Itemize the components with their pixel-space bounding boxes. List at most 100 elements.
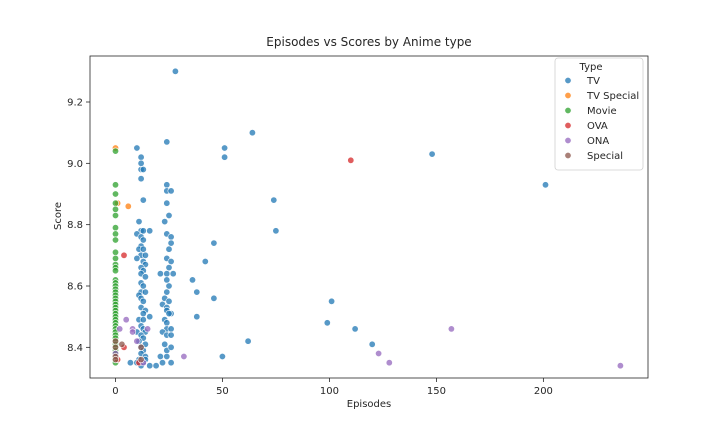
data-point [137,159,145,167]
data-point [351,325,359,333]
data-point [156,352,164,360]
data-point [385,359,393,367]
data-point [139,245,147,253]
data-point [152,362,160,370]
data-point [167,187,175,195]
legend-marker [564,137,572,145]
data-point [144,325,152,333]
data-point [139,316,147,324]
data-point [112,248,120,256]
data-point [163,199,171,207]
data-point [167,331,175,339]
data-point [163,288,171,296]
axes-frame [89,55,649,379]
data-point [167,257,175,265]
data-point [112,199,120,207]
data-point [137,356,145,364]
x-axis-label: Episodes [347,399,391,410]
series-special [112,337,145,364]
legend-label: TV Special [586,91,639,102]
data-point [112,267,120,275]
data-point [112,205,120,213]
data-point [165,264,173,272]
data-point [112,343,120,351]
y-tick-label: 8.8 [67,220,83,231]
data-point [180,352,188,360]
data-point [428,150,436,158]
data-point [139,166,147,174]
data-point [163,352,171,360]
y-tick-label: 8.6 [67,282,83,293]
data-point [139,310,147,318]
data-point [165,212,173,220]
data-point [146,227,154,235]
data-point [133,144,141,152]
data-point [616,362,624,370]
y-axis-label: Score [53,202,64,230]
data-point [193,288,201,296]
x-tick-label: 100 [320,386,339,397]
legend-marker [564,107,572,115]
data-point [272,227,280,235]
data-point [171,67,179,75]
data-point [323,319,331,327]
data-point [112,356,120,364]
data-point [368,340,376,348]
data-point [167,343,175,351]
data-point [163,138,171,146]
data-point [112,236,120,244]
data-point [189,276,197,284]
data-point [541,181,549,189]
data-point [141,251,149,259]
data-point [112,147,120,155]
data-point [167,239,175,247]
data-point [120,251,128,259]
data-point [139,236,147,244]
data-point [193,313,201,321]
data-point [201,257,209,265]
data-point [218,352,226,360]
y-tick-label: 9.0 [67,159,83,170]
legend-label: Special [587,151,623,162]
legend-box [554,57,644,171]
data-point [112,224,120,232]
data-point [159,359,167,367]
data-point [137,153,145,161]
data-point [244,337,252,345]
data-point [129,328,137,336]
data-point [139,282,147,290]
legend-label: ONA [587,136,609,147]
data-point [141,288,149,296]
data-point [161,340,169,348]
data-point [141,273,149,281]
data-point [112,181,120,189]
data-point [167,325,175,333]
plot-area: 0 50 100 150 200 8.4 8.6 8.8 9.0 9.2 Type TV TV Spec… [67,55,649,397]
data-point [116,325,124,333]
legend-marker [564,92,572,100]
data-point [122,316,130,324]
data-point [169,270,177,278]
data-point [221,144,229,152]
data-point [248,129,256,137]
data-point [161,218,169,226]
legend-label: OVA [587,121,608,132]
data-point [112,254,120,262]
data-point [375,349,383,357]
data-point [156,270,164,278]
legend: Type TV TV Special Movie OVA ONA Special [554,57,644,171]
legend-marker [564,77,572,85]
data-point [165,297,173,305]
data-point [146,313,154,321]
data-point [221,153,229,161]
legend-marker [564,122,572,130]
data-point [139,297,147,305]
y-tick-label: 8.4 [67,343,83,354]
data-point [167,359,175,367]
x-tick-label: 50 [216,386,229,397]
data-point [133,254,141,262]
data-point [112,230,120,238]
data-point [210,239,218,247]
legend-title: Type [579,62,603,73]
